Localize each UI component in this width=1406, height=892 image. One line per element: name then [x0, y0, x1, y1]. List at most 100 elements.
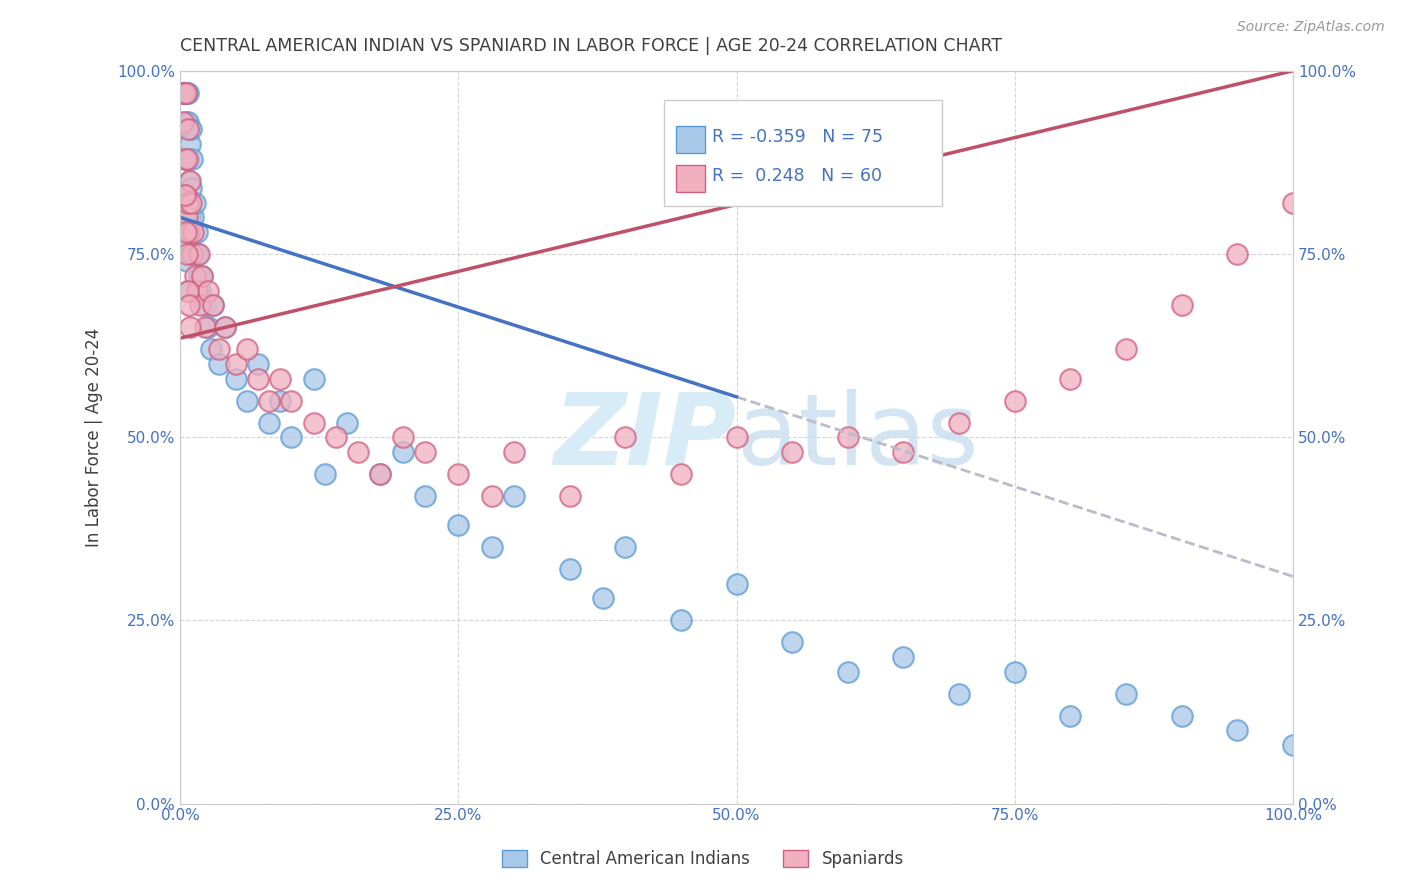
- Point: [447, 518, 470, 533]
- Text: atlas: atlas: [737, 389, 979, 485]
- Point: [197, 320, 219, 334]
- Point: [780, 635, 803, 649]
- Point: [188, 284, 211, 298]
- Text: R =  0.248   N = 60: R = 0.248 N = 60: [711, 167, 882, 185]
- Point: [208, 343, 231, 357]
- Point: [177, 298, 200, 312]
- Point: [1226, 247, 1249, 261]
- Point: [172, 86, 194, 100]
- Point: [173, 86, 195, 100]
- Point: [172, 115, 194, 129]
- Point: [177, 284, 200, 298]
- Point: [188, 268, 211, 283]
- Point: [177, 284, 200, 298]
- Point: [214, 320, 236, 334]
- Point: [1282, 195, 1305, 210]
- Point: [200, 343, 222, 357]
- Point: [893, 445, 915, 459]
- Point: [725, 576, 748, 591]
- Point: [191, 268, 214, 283]
- Point: [186, 284, 208, 298]
- Point: [177, 195, 200, 210]
- Point: [503, 489, 526, 503]
- Point: [225, 371, 247, 385]
- Point: [176, 195, 198, 210]
- Point: [302, 371, 325, 385]
- Point: [280, 393, 302, 408]
- Point: [193, 298, 215, 312]
- Point: [174, 115, 197, 129]
- Point: [179, 320, 201, 334]
- Point: [592, 591, 614, 606]
- Point: [176, 152, 198, 166]
- Point: [176, 254, 198, 268]
- Point: [1004, 665, 1026, 679]
- Point: [180, 122, 202, 136]
- Point: [558, 489, 581, 503]
- Text: ZIP: ZIP: [554, 389, 737, 485]
- Point: [481, 540, 503, 554]
- Point: [173, 86, 195, 100]
- Point: [183, 211, 205, 225]
- Point: [948, 416, 970, 430]
- Point: [246, 371, 269, 385]
- Point: [179, 136, 201, 151]
- Text: Source: ZipAtlas.com: Source: ZipAtlas.com: [1237, 20, 1385, 34]
- Point: [176, 152, 198, 166]
- Point: [177, 86, 200, 100]
- Point: [837, 665, 859, 679]
- Point: [1170, 708, 1192, 723]
- Text: R = -0.359   N = 75: R = -0.359 N = 75: [711, 128, 883, 145]
- Point: [173, 188, 195, 202]
- Point: [225, 357, 247, 371]
- Point: [174, 188, 197, 202]
- Point: [669, 467, 692, 481]
- Point: [314, 467, 336, 481]
- Y-axis label: In Labor Force | Age 20-24: In Labor Force | Age 20-24: [86, 327, 103, 547]
- Point: [177, 195, 200, 210]
- FancyBboxPatch shape: [676, 165, 706, 192]
- Point: [280, 430, 302, 444]
- Point: [188, 247, 211, 261]
- Point: [177, 152, 200, 166]
- Point: [208, 357, 231, 371]
- Point: [191, 268, 214, 283]
- FancyBboxPatch shape: [676, 127, 706, 153]
- Point: [177, 115, 200, 129]
- Point: [173, 152, 195, 166]
- Point: [391, 445, 413, 459]
- Point: [302, 416, 325, 430]
- Point: [183, 268, 205, 283]
- Point: [186, 225, 208, 239]
- Point: [186, 284, 208, 298]
- Point: [214, 320, 236, 334]
- Point: [172, 188, 194, 202]
- Point: [177, 122, 200, 136]
- Point: [193, 320, 215, 334]
- Text: CENTRAL AMERICAN INDIAN VS SPANIARD IN LABOR FORCE | AGE 20-24 CORRELATION CHART: CENTRAL AMERICAN INDIAN VS SPANIARD IN L…: [180, 37, 1002, 55]
- Point: [183, 195, 205, 210]
- Point: [179, 211, 201, 225]
- Point: [180, 247, 202, 261]
- Point: [179, 174, 201, 188]
- Point: [183, 225, 205, 239]
- Point: [172, 86, 194, 100]
- Point: [1115, 687, 1137, 701]
- Point: [391, 430, 413, 444]
- Point: [202, 298, 225, 312]
- Point: [236, 343, 259, 357]
- Point: [669, 614, 692, 628]
- Point: [177, 174, 200, 188]
- Point: [503, 445, 526, 459]
- Point: [1059, 371, 1081, 385]
- Point: [181, 247, 204, 261]
- Point: [413, 445, 436, 459]
- Point: [1282, 738, 1305, 752]
- Point: [948, 687, 970, 701]
- Legend: Central American Indians, Spaniards: Central American Indians, Spaniards: [495, 843, 911, 875]
- Point: [325, 430, 347, 444]
- Point: [236, 393, 259, 408]
- Point: [172, 86, 194, 100]
- Point: [370, 467, 392, 481]
- Point: [1004, 393, 1026, 408]
